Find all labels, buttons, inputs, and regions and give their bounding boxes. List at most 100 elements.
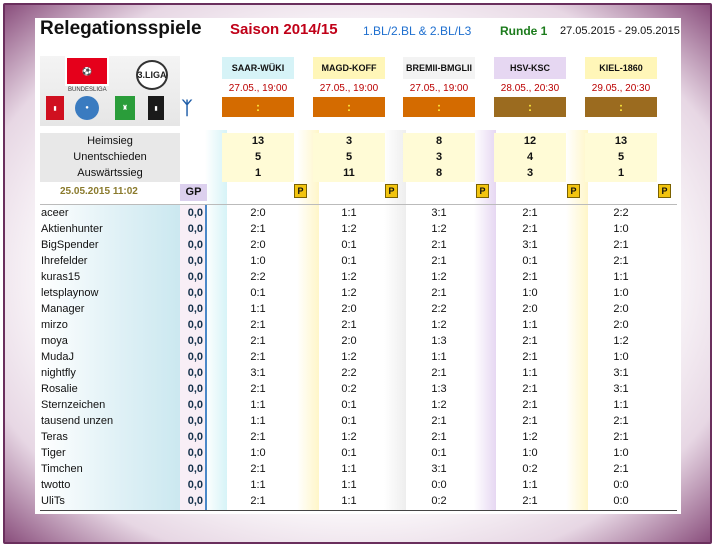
player-tip: 2:1	[522, 495, 538, 507]
match-score: :	[494, 97, 566, 117]
player-tip: 1:1	[341, 463, 357, 475]
player-tip: 2:0	[341, 335, 357, 347]
tip-column: 2:2 1:0 2:1 2:1 1:1 1:0 2:0 2:0 1:2 1:0 3:1 3:1 1:1 2…	[585, 205, 657, 511]
player-tip: 1:2	[431, 319, 447, 331]
prognosis-button[interactable]: P	[658, 184, 671, 198]
stat-label-away: Auswärtssieg	[77, 167, 143, 179]
player-tip: 2:0	[250, 207, 266, 219]
bundesliga-logo-text: BUNDESLIGA	[68, 87, 107, 93]
match-date: 27.05., 19:00	[313, 79, 385, 97]
player-name: moya	[41, 335, 68, 347]
player-tip: 3:1	[431, 207, 447, 219]
player-tip: 0:2	[341, 383, 357, 395]
player-tip: 1:3	[431, 383, 447, 395]
match-date: 28.05., 20:30	[494, 79, 566, 97]
match-date: 27.05., 19:00	[403, 79, 475, 97]
stats-column: 8 3 8	[403, 133, 475, 182]
player-name: Manager	[41, 303, 85, 315]
player-tip: 2:1	[522, 399, 538, 411]
stat-value: 13	[251, 135, 265, 147]
player-tip: 1:2	[341, 351, 357, 363]
match-score: :	[313, 97, 385, 117]
player-name: aceer	[41, 207, 69, 219]
player-name: Sternzeichen	[41, 399, 106, 411]
stat-value: 12	[523, 135, 537, 147]
player-tip: 2:2	[250, 271, 266, 283]
player-name: kuras15	[41, 271, 81, 283]
prognosis-button[interactable]: P	[385, 184, 398, 198]
player-tip: 1:2	[341, 223, 357, 235]
stats-labels: Heimsieg Unentschieden Auswärtssieg	[40, 133, 180, 182]
player-tip: 2:1	[431, 431, 447, 443]
player-tip: 2:0	[522, 303, 538, 315]
player-points-value: 0,0	[187, 383, 203, 395]
player-tip: 0:1	[341, 255, 357, 267]
player-tip: 2:1	[250, 351, 266, 363]
player-tip: 1:1	[522, 319, 538, 331]
player-points-value: 0,0	[187, 495, 203, 507]
player-name: MudaJ	[41, 351, 75, 363]
player-tip: 2:1	[250, 319, 266, 331]
player-points-value: 0,0	[187, 207, 203, 219]
player-tip: 3:1	[522, 239, 538, 251]
match-header: KIEL-1860 29.05., 20:30 :	[585, 57, 657, 126]
player-tip: 2:1	[431, 287, 447, 299]
player-tip: 0:1	[522, 255, 538, 267]
player-points-value: 0,0	[187, 431, 203, 443]
player-tip: 1:1	[341, 495, 357, 507]
player-tip: 2:1	[250, 223, 266, 235]
player-tip: 1:0	[250, 255, 266, 267]
player-points-value: 0,0	[187, 447, 203, 459]
stat-value: 5	[345, 151, 353, 163]
match-score: :	[585, 97, 657, 117]
tip-column: 3:1 1:2 2:1 2:1 1:2 2:1 2:2 1:2 1:3 1:1 2:1 1:3 1:2 2…	[403, 205, 475, 511]
player-points-value: 0,0	[187, 287, 203, 299]
player-name: letsplaynow	[41, 287, 99, 299]
player-name: Rosalie	[41, 383, 78, 395]
player-points-value: 0,0	[187, 239, 203, 251]
player-name: twotto	[41, 479, 71, 491]
stat-label-home: Heimsieg	[87, 135, 133, 147]
player-tip: 2:1	[522, 223, 538, 235]
player-tip: 1:1	[250, 415, 266, 427]
player-tip: 2:2	[431, 303, 447, 315]
player-tip: 2:1	[431, 239, 447, 251]
prognosis-button[interactable]: P	[294, 184, 307, 198]
player-name: tausend unzen	[41, 415, 114, 427]
player-tip: 2:2	[613, 207, 629, 219]
player-tip: 1:1	[341, 479, 357, 491]
player-tip: 2:1	[613, 463, 629, 475]
player-tip: 1:0	[613, 223, 629, 235]
prognosis-button[interactable]: P	[567, 184, 580, 198]
player-tip: 2:1	[522, 351, 538, 363]
player-tip: 1:2	[341, 271, 357, 283]
player-points: 0,0 0,0 0,0 0,0 0,0 0,0 0,0 0,0 0,0 0,0 0,0 0,0 0,0 0…	[180, 205, 207, 511]
player-tip: 3:1	[613, 367, 629, 379]
stat-value: 1	[617, 167, 625, 179]
player-tip: 1:2	[341, 287, 357, 299]
regional-logo-1: ▮	[46, 96, 64, 120]
match-title: HSV-KSC	[494, 57, 566, 79]
player-tip: 1:1	[250, 479, 266, 491]
player-tip: 0:0	[431, 479, 447, 491]
prognosis-button[interactable]: P	[476, 184, 489, 198]
player-tip: 0:1	[341, 447, 357, 459]
stats-column: 13 5 1	[585, 133, 657, 182]
player-tip: 0:2	[522, 463, 538, 475]
column-shade	[474, 130, 496, 511]
player-tip: 2:1	[431, 415, 447, 427]
regional-logo-4: ▮	[148, 96, 164, 120]
player-tip: 3:1	[431, 463, 447, 475]
stats-column: 13 5 1	[222, 133, 294, 182]
league-label: 1.BL/2.BL & 2.BL/L3	[363, 24, 472, 38]
stats-column: 3 5 11	[313, 133, 385, 182]
match-header: HSV-KSC 28.05., 20:30 :	[494, 57, 566, 126]
player-tip: 1:1	[341, 207, 357, 219]
date-range: 27.05.2015 - 29.05.2015	[560, 25, 680, 37]
stat-value: 1	[254, 167, 262, 179]
stat-value: 13	[614, 135, 628, 147]
stat-value: 8	[435, 167, 443, 179]
player-names: aceer Aktienhunter BigSpender Ihrefelder kur…	[40, 205, 180, 511]
match-header: BREMII-BMGLII 27.05., 19:00 :	[403, 57, 475, 126]
player-tip: 2:0	[250, 239, 266, 251]
